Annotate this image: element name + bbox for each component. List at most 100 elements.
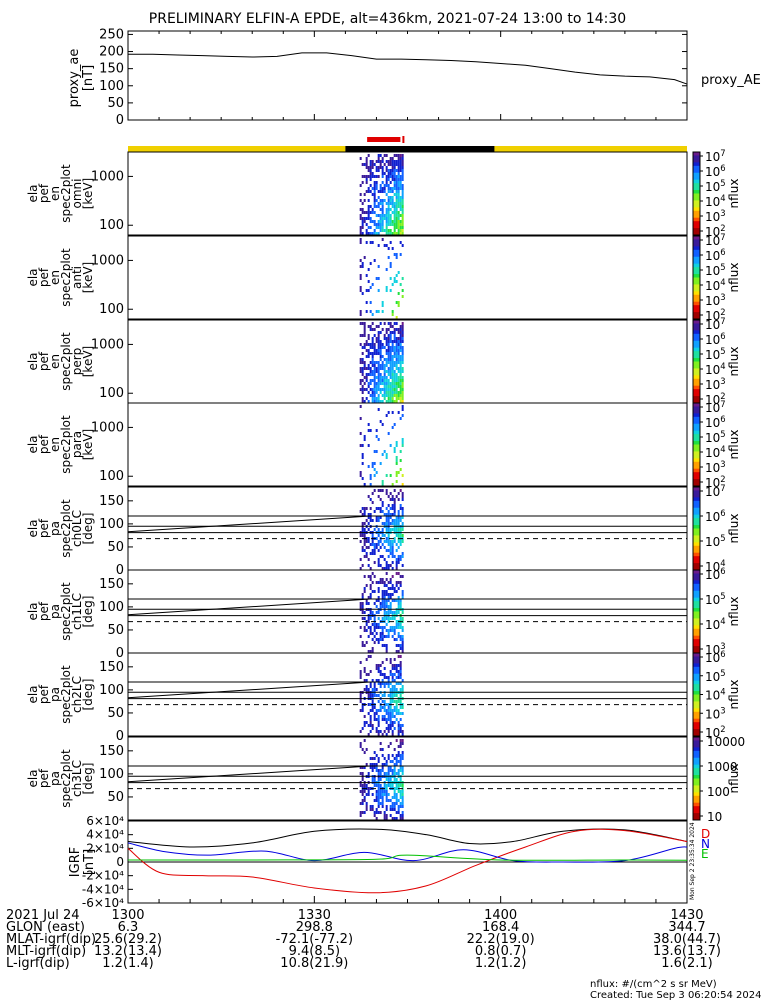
spectrogram-pixel (359, 444, 362, 447)
spectrogram-pixel (371, 766, 374, 769)
panel-frame (127, 151, 688, 236)
panel-ytick-label: 1000 (91, 420, 124, 435)
spectrogram-pixel (401, 498, 404, 501)
spectrogram-pixel (401, 492, 404, 495)
spectrogram-pixel (399, 790, 402, 793)
colorbar-band (693, 434, 700, 439)
spectrogram-pixel (389, 522, 392, 525)
spectrogram-pixel (371, 328, 374, 331)
spectrogram-pixel (377, 617, 380, 620)
spectrogram-pixel (365, 552, 368, 555)
x-axis-row-value: 38.0(44.7) (653, 932, 721, 947)
spectrogram-pixel (379, 790, 382, 793)
panel-ylabel: pef (37, 351, 51, 371)
spectrogram-pixel (359, 558, 362, 561)
spectrogram-pixel (361, 379, 364, 382)
spectrogram-pixel (369, 682, 372, 685)
x-axis-row-value: 1.6(2.1) (661, 956, 713, 971)
colorbar-band (693, 320, 700, 324)
spectrogram-pixel (389, 391, 392, 394)
spectrogram-pixel (391, 283, 394, 286)
spectrogram-pixel (383, 763, 386, 766)
spectrogram-pixel (367, 575, 370, 578)
spectrogram-pixel (395, 528, 398, 531)
spectrogram-pixel (365, 805, 368, 808)
spectrogram-pixel (385, 682, 388, 685)
spectrogram-pixel (359, 313, 362, 316)
colorbar-band (693, 239, 700, 244)
spectrogram-pixel (399, 507, 402, 510)
spectrogram-pixel (393, 513, 396, 516)
spectrogram-pixel (395, 760, 398, 763)
spectrogram-pixel (399, 635, 402, 638)
spectrogram-pixel (391, 190, 394, 193)
spectrogram-pixel (371, 337, 374, 340)
spectrogram-pixel (393, 154, 396, 157)
spectrogram-pixel (387, 706, 390, 709)
spectrogram-pixel (381, 706, 384, 709)
spectrogram-pixel (365, 688, 368, 691)
panel-ytick-label: 100 (99, 683, 124, 698)
spectrogram-pixel (381, 181, 384, 184)
panel-ytick-label: 150 (99, 744, 124, 759)
spectrogram-pixel (363, 688, 366, 691)
colorbar-band (693, 625, 700, 630)
spectrogram-pixel (377, 196, 380, 199)
spectrogram-pixel (367, 325, 370, 328)
spectrogram-pixel (383, 450, 386, 453)
science-zone-tick (402, 136, 405, 143)
spectrogram-pixel (375, 632, 378, 635)
spectrogram-pixel (361, 528, 364, 531)
spectrogram-pixel (395, 664, 398, 667)
spectrogram-pixel (375, 397, 378, 400)
spectrogram-pixel (385, 703, 388, 706)
spectrogram-pixel (391, 513, 394, 516)
spectrogram-pixel (359, 274, 362, 277)
spectrogram-pixel (395, 638, 398, 641)
spectrogram-pixel (379, 331, 382, 334)
igrf-ylabel: IGRF (68, 847, 83, 877)
spectrogram-pixel (401, 805, 404, 808)
colorbar-band (693, 347, 700, 352)
panel-ylabel: pef (37, 684, 51, 704)
spectrogram-pixel (359, 766, 362, 769)
spectrogram-pixel (399, 468, 402, 471)
spectrogram-pixel (399, 459, 402, 462)
spectrogram-pixel (377, 364, 380, 367)
spectrogram-pixel (367, 423, 370, 426)
colorbar-label: nflux (727, 514, 741, 544)
spectrogram-pixel (389, 352, 392, 355)
loss-cone-rising-line (127, 515, 371, 533)
spectrogram-pixel (383, 367, 386, 370)
spectrogram-pixel (399, 334, 402, 337)
colorbar-tick-label: 102 (705, 391, 726, 407)
colorbar-band (693, 576, 700, 581)
spectrogram-pixel (399, 712, 402, 715)
spectrogram-pixel (373, 199, 376, 202)
spectrogram-pixel (391, 426, 394, 429)
spectrogram-pixel (377, 397, 380, 400)
spectrogram-pixel (359, 673, 362, 676)
spectrogram-pixel (361, 202, 364, 205)
spectrogram-pixel (399, 528, 402, 531)
spectrogram-pixel (395, 444, 398, 447)
spectrogram-pixel (369, 626, 372, 629)
spectrogram-pixel (367, 540, 370, 543)
spectrogram-pixel (367, 655, 370, 658)
spectrogram-pixel (379, 581, 382, 584)
spectrogram-pixel (377, 718, 380, 721)
spectrogram-pixel (369, 190, 372, 193)
spectrogram-pixel (387, 232, 390, 235)
spectrogram-pixel (387, 214, 390, 217)
spectrogram-pixel (393, 805, 396, 808)
spectrogram-pixel (391, 679, 394, 682)
spectrogram-pixel (389, 385, 392, 388)
spectrogram-pixel (369, 166, 372, 169)
spectrogram-pixel (369, 286, 372, 289)
spectrogram-pixel (385, 394, 388, 397)
panel-ylabel: perp (70, 348, 84, 376)
spectrogram-pixel (389, 507, 392, 510)
igrf-ytick-label: 2×10⁴ (86, 841, 124, 855)
spectrogram-pixel (395, 199, 398, 202)
spectrogram-pixel (391, 187, 394, 190)
